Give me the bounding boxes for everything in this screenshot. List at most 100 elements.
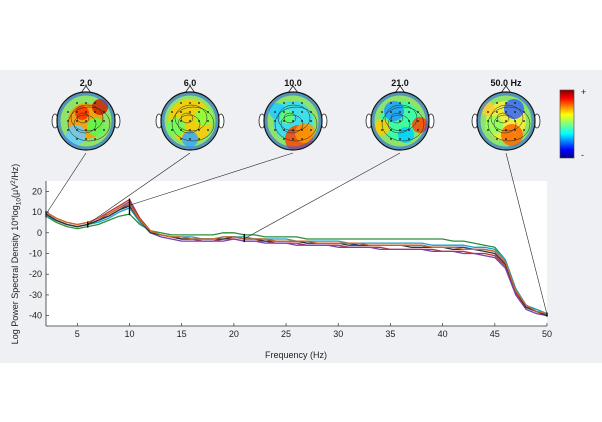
topomap-contour	[384, 104, 418, 132]
electrode-dot	[514, 129, 516, 131]
electrode-dot	[301, 120, 303, 122]
electrode-dot	[310, 111, 312, 113]
x-tick-label: 5	[75, 329, 80, 339]
topomap-title-1: 2.0	[80, 78, 93, 88]
electrode-dot	[496, 138, 498, 140]
electrode-dot	[283, 102, 285, 104]
topomap-contour	[171, 106, 215, 142]
electrode-dot	[189, 111, 191, 113]
electrode-dot	[171, 129, 173, 131]
electrode-dot	[496, 129, 498, 131]
x-tick-label: 45	[490, 329, 500, 339]
electrode-dot	[505, 102, 507, 104]
topomap-contour	[174, 104, 208, 132]
topomap-contour	[177, 114, 201, 134]
electrode-dot	[514, 111, 516, 113]
electrode-dot	[85, 102, 87, 104]
electrode-dot	[496, 102, 498, 104]
electrode-dot	[301, 102, 303, 104]
electrode-dot	[399, 138, 401, 140]
x-tick-label: 20	[229, 329, 239, 339]
topomap-edge	[371, 92, 429, 150]
electrode-dot	[292, 129, 294, 131]
electrode-dot	[505, 120, 507, 122]
electrode-dot	[310, 129, 312, 131]
head-outline	[160, 91, 220, 151]
head-outline	[476, 91, 536, 151]
electrode-dot	[94, 102, 96, 104]
electrode-dot	[390, 138, 392, 140]
topomap-contour	[493, 114, 517, 134]
electrode-dot	[496, 120, 498, 122]
electrode-dot	[103, 129, 105, 131]
electrode-dot	[408, 102, 410, 104]
electrode-dot	[301, 129, 303, 131]
electrode-dot	[67, 129, 69, 131]
electrode-dot	[381, 129, 383, 131]
topomap-edge	[161, 92, 219, 150]
electrode-dot	[198, 138, 200, 140]
electrode-dot	[283, 138, 285, 140]
electrode-dot	[390, 120, 392, 122]
electrode-dot	[399, 129, 401, 131]
electrode-dot	[198, 129, 200, 131]
electrode-dot	[189, 129, 191, 131]
electrode-dot	[408, 138, 410, 140]
x-tick-label: 50	[542, 329, 552, 339]
electrode-dot	[207, 129, 209, 131]
topomap-1: 2.0	[51, 78, 121, 151]
connector-line-5	[505, 152, 548, 315]
electrode-dot	[408, 129, 410, 131]
topomap-title-4: 21.0	[391, 78, 409, 88]
y-tick-label: -40	[29, 311, 42, 321]
topomap-contour	[274, 106, 318, 142]
electrode-dot	[207, 120, 209, 122]
electrode-dot	[189, 120, 191, 122]
electrode-dot	[417, 129, 419, 131]
electrode-dot	[76, 129, 78, 131]
electrode-dot	[198, 102, 200, 104]
electrode-dot	[94, 111, 96, 113]
topomap-region	[504, 99, 524, 119]
y-tick-label: 0	[37, 228, 42, 238]
head-nose	[184, 85, 196, 94]
topomap-contour	[73, 114, 97, 134]
electrode-dot	[505, 138, 507, 140]
topomap-contour	[70, 104, 104, 132]
electrode-dot	[310, 120, 312, 122]
topomap-contour	[280, 114, 304, 134]
electrode-dot	[301, 138, 303, 140]
y-axis-label-end: /Hz)	[10, 164, 20, 181]
electrode-dot	[390, 102, 392, 104]
electrode-dot	[180, 138, 182, 140]
y-axis-label-sup: 2	[10, 180, 17, 184]
topomap-region	[412, 117, 428, 133]
electrode-dot	[292, 138, 294, 140]
connector-line-1	[45, 152, 87, 215]
topomap-contour	[381, 106, 425, 142]
electrode-dot	[487, 129, 489, 131]
electrode-dot	[94, 120, 96, 122]
electrode-dot	[381, 120, 383, 122]
electrode-dot	[408, 111, 410, 113]
x-axis-label: Frequency (Hz)	[265, 350, 327, 360]
topomap-4: 21.0	[365, 78, 435, 151]
electrode-dot	[103, 111, 105, 113]
electrode-dot	[408, 120, 410, 122]
electrode-dot	[292, 102, 294, 104]
electrode-dot	[274, 120, 276, 122]
topomap-contour	[490, 104, 524, 132]
y-axis-label-tail: (μV	[10, 184, 20, 198]
topomap-region	[384, 101, 404, 121]
y-axis-label: Log Power Spectral Density 10*log10(μV2/…	[10, 164, 23, 345]
electrode-dot	[301, 111, 303, 113]
topomap-contour	[387, 114, 411, 134]
connector-line-2	[87, 152, 191, 225]
x-tick-label: 35	[385, 329, 395, 339]
y-axis-label-sub: 10	[16, 198, 23, 206]
colorbar-min-label: -	[581, 150, 584, 160]
electrode-dot	[523, 120, 525, 122]
electrode-dot	[85, 138, 87, 140]
electrode-dot	[399, 102, 401, 104]
